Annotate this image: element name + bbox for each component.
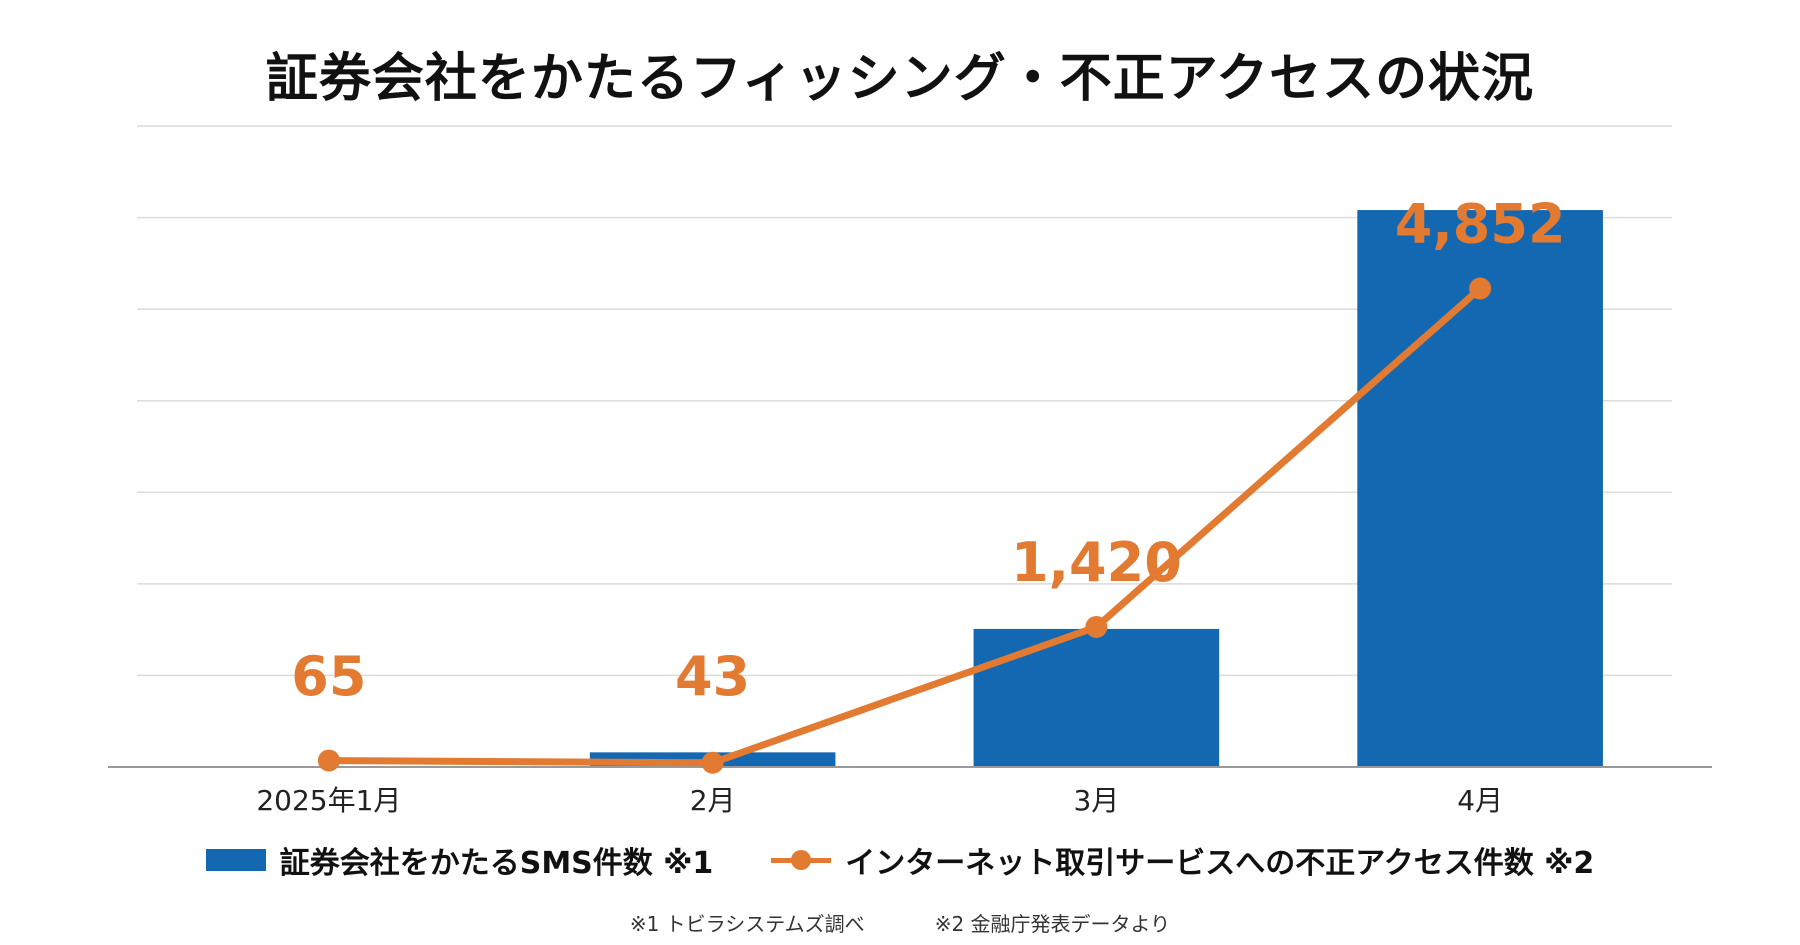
legend-label-sms: 証券会社をかたるSMS件数 ※1 xyxy=(279,846,714,881)
point-access-1 xyxy=(701,751,724,774)
data-label-access-3: 4,852 xyxy=(1395,193,1566,256)
bar-sms-3 xyxy=(1357,210,1603,768)
footnote-2: ※2 金融庁発表データより xyxy=(934,912,1171,936)
footnotes: ※1 トビラシステムズ調べ ※2 金融庁発表データより xyxy=(0,908,1800,937)
chart-plot: 65 43 1,420 4,852 2025年1月 2月 3月 4月 xyxy=(108,125,1712,817)
x-tick-label-0: 2025年1月 xyxy=(256,784,401,817)
bar-sms-2 xyxy=(973,628,1220,767)
point-access-0 xyxy=(317,749,340,772)
x-tick-label-3: 4月 xyxy=(1457,784,1503,817)
footnote-1: ※1 トビラシステムズ調べ xyxy=(629,912,865,936)
x-tick-label-2: 3月 xyxy=(1073,784,1119,817)
chart-title: 証券会社をかたるフィッシング・不正アクセスの状況 xyxy=(265,49,1535,109)
line-access xyxy=(325,285,1484,767)
legend-swatch-bar xyxy=(205,849,266,871)
data-label-access-2: 1,420 xyxy=(1011,531,1182,594)
legend-item-access: インターネット取引サービスへの不正アクセス件数 ※2 xyxy=(771,838,1594,882)
legend-item-sms: 証券会社をかたるSMS件数 ※1 xyxy=(205,838,714,882)
x-tick-label-1: 2月 xyxy=(690,784,736,817)
data-label-access-1: 43 xyxy=(675,645,750,708)
legend-swatch-line xyxy=(771,849,832,871)
point-access-2 xyxy=(1085,615,1108,638)
legend: 証券会社をかたるSMS件数 ※1 インターネット取引サービスへの不正アクセス件数… xyxy=(0,838,1800,882)
legend-label-access: インターネット取引サービスへの不正アクセス件数 ※2 xyxy=(845,846,1595,881)
data-label-access-0: 65 xyxy=(291,645,366,708)
point-access-3 xyxy=(1469,277,1492,300)
